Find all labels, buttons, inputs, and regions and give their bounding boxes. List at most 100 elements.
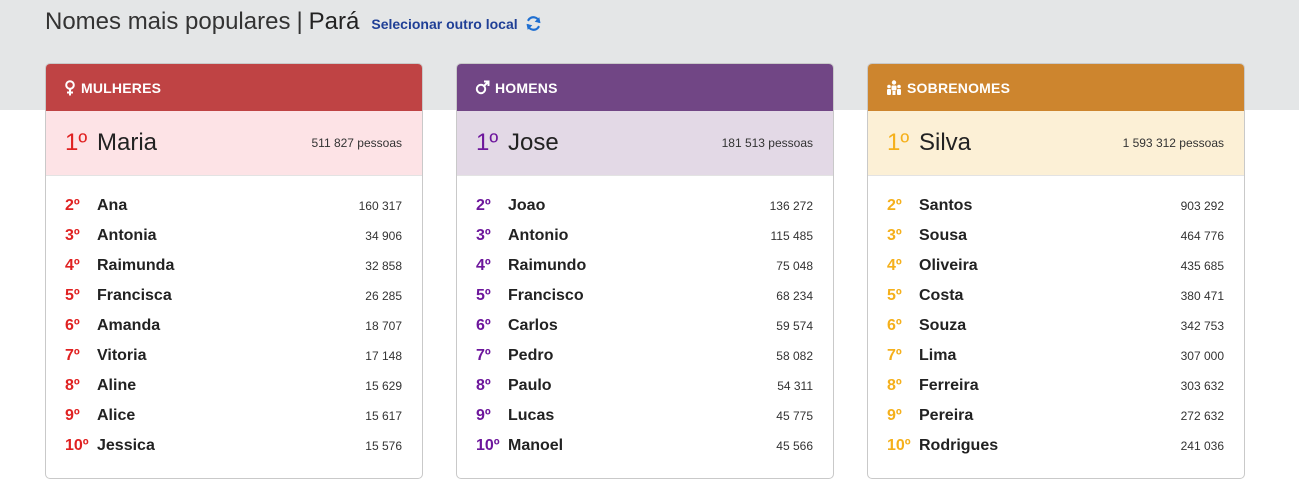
surnames-top-name[interactable]: 1º Silva 1 593 312 pessoas <box>868 111 1244 176</box>
list-item[interactable]: 3º Sousa 464 776 <box>868 221 1244 251</box>
list-item[interactable]: 6º Souza 342 753 <box>868 311 1244 341</box>
rank: 9º <box>476 407 491 424</box>
list-item[interactable]: 10º Rodrigues 241 036 <box>868 431 1244 461</box>
list-item[interactable]: 7º Lima 307 000 <box>868 341 1244 371</box>
name: Lucas <box>508 407 555 424</box>
name: Antonio <box>508 227 569 244</box>
name: Carlos <box>508 317 558 334</box>
list-item[interactable]: 5º Francisca 26 285 <box>46 281 422 311</box>
name: Francisca <box>97 287 172 304</box>
men-top-name[interactable]: 1º Jose 181 513 pessoas <box>457 111 833 176</box>
count: 15 617 <box>365 409 402 423</box>
list-item[interactable]: 2º Ana 160 317 <box>46 191 422 221</box>
list-item[interactable]: 9º Lucas 45 775 <box>457 401 833 431</box>
name: Rodrigues <box>919 437 999 454</box>
rank: 9º <box>65 407 80 424</box>
list-item[interactable]: 8º Ferreira 303 632 <box>868 371 1244 401</box>
surnames-list: 2º Santos 903 292 3º Sousa 464 776 4º Oliveir… <box>868 176 1244 461</box>
list-item[interactable]: 9º Pereira 272 632 <box>868 401 1244 431</box>
count: 272 632 <box>1180 409 1224 423</box>
list-item[interactable]: 10º Manoel 45 566 <box>457 431 833 461</box>
rank: 7º <box>476 347 491 364</box>
list-item[interactable]: 8º Aline 15 629 <box>46 371 422 401</box>
list-item[interactable]: 4º Oliveira 435 685 <box>868 251 1244 281</box>
list-item[interactable]: 4º Raimunda 32 858 <box>46 251 422 281</box>
change-location-label: Selecionar outro local <box>371 15 518 32</box>
refresh-icon <box>526 16 541 31</box>
count: 303 632 <box>1180 379 1224 393</box>
female-icon <box>64 79 76 96</box>
list-item[interactable]: 3º Antonia 34 906 <box>46 221 422 251</box>
rank: 10º <box>887 437 911 454</box>
count: 903 292 <box>1180 199 1224 213</box>
rank: 5º <box>887 287 902 304</box>
name: Costa <box>919 287 964 304</box>
count: 54 311 <box>777 379 813 393</box>
list-item[interactable]: 2º Santos 903 292 <box>868 191 1244 221</box>
name: Ferreira <box>919 377 979 394</box>
count: 435 685 <box>1180 259 1224 273</box>
rank: 2º <box>887 197 902 214</box>
location-name: Pará <box>308 8 360 35</box>
count: 18 707 <box>365 319 402 333</box>
count: 45 775 <box>776 409 813 423</box>
men-card-title: HOMENS <box>495 79 558 96</box>
rank: 8º <box>887 377 902 394</box>
women-top-name[interactable]: 1º Maria 511 827 pessoas <box>46 111 422 176</box>
men-card: HOMENS 1º Jose 181 513 pessoas 2º Joao 136… <box>456 63 834 479</box>
name: Ana <box>97 197 128 214</box>
count: 59 574 <box>776 319 813 333</box>
list-item[interactable]: 6º Amanda 18 707 <box>46 311 422 341</box>
name: Santos <box>919 197 973 214</box>
rank: 3º <box>476 227 491 244</box>
name: Silva <box>919 129 972 156</box>
name: Jose <box>508 129 559 156</box>
count: 68 234 <box>776 289 813 303</box>
rank: 10º <box>65 437 89 454</box>
count: 17 148 <box>365 349 402 363</box>
count: 15 629 <box>365 379 402 393</box>
rank: 2º <box>65 197 80 214</box>
count: 241 036 <box>1180 439 1224 453</box>
list-item[interactable]: 6º Carlos 59 574 <box>457 311 833 341</box>
family-icon <box>886 80 902 95</box>
list-item[interactable]: 7º Pedro 58 082 <box>457 341 833 371</box>
name: Antonia <box>97 227 157 244</box>
women-card-header: MULHERES <box>46 64 422 111</box>
count: 34 906 <box>365 229 402 243</box>
count: 75 048 <box>776 259 813 273</box>
name: Raimunda <box>97 257 175 274</box>
name: Amanda <box>97 317 161 334</box>
name: Manoel <box>508 437 564 454</box>
surnames-card-header: SOBRENOMES <box>868 64 1244 111</box>
rank: 1º <box>887 129 910 156</box>
list-item[interactable]: 5º Costa 380 471 <box>868 281 1244 311</box>
list-item[interactable]: 10º Jessica 15 576 <box>46 431 422 461</box>
title-separator: | <box>296 8 303 35</box>
list-item[interactable]: 9º Alice 15 617 <box>46 401 422 431</box>
count: 307 000 <box>1180 349 1224 363</box>
count: 136 272 <box>769 199 813 213</box>
list-item[interactable]: 5º Francisco 68 234 <box>457 281 833 311</box>
count: 181 513 pessoas <box>721 136 813 150</box>
name: Oliveira <box>919 257 978 274</box>
list-item[interactable]: 7º Vitoria 17 148 <box>46 341 422 371</box>
rank: 1º <box>65 129 88 156</box>
list-item[interactable]: 8º Paulo 54 311 <box>457 371 833 401</box>
count: 32 858 <box>365 259 402 273</box>
rank: 5º <box>65 287 80 304</box>
count: 160 317 <box>358 199 402 213</box>
list-item[interactable]: 4º Raimundo 75 048 <box>457 251 833 281</box>
list-item[interactable]: 2º Joao 136 272 <box>457 191 833 221</box>
change-location-link[interactable]: Selecionar outro local <box>371 12 541 32</box>
name: Lima <box>919 347 957 364</box>
rank: 7º <box>887 347 902 364</box>
rank: 10º <box>476 437 500 454</box>
rank: 6º <box>65 317 80 334</box>
name: Raimundo <box>508 257 587 274</box>
rank: 4º <box>65 257 80 274</box>
list-item[interactable]: 3º Antonio 115 485 <box>457 221 833 251</box>
rank: 6º <box>887 317 902 334</box>
count: 45 566 <box>776 439 813 453</box>
count: 342 753 <box>1180 319 1224 333</box>
